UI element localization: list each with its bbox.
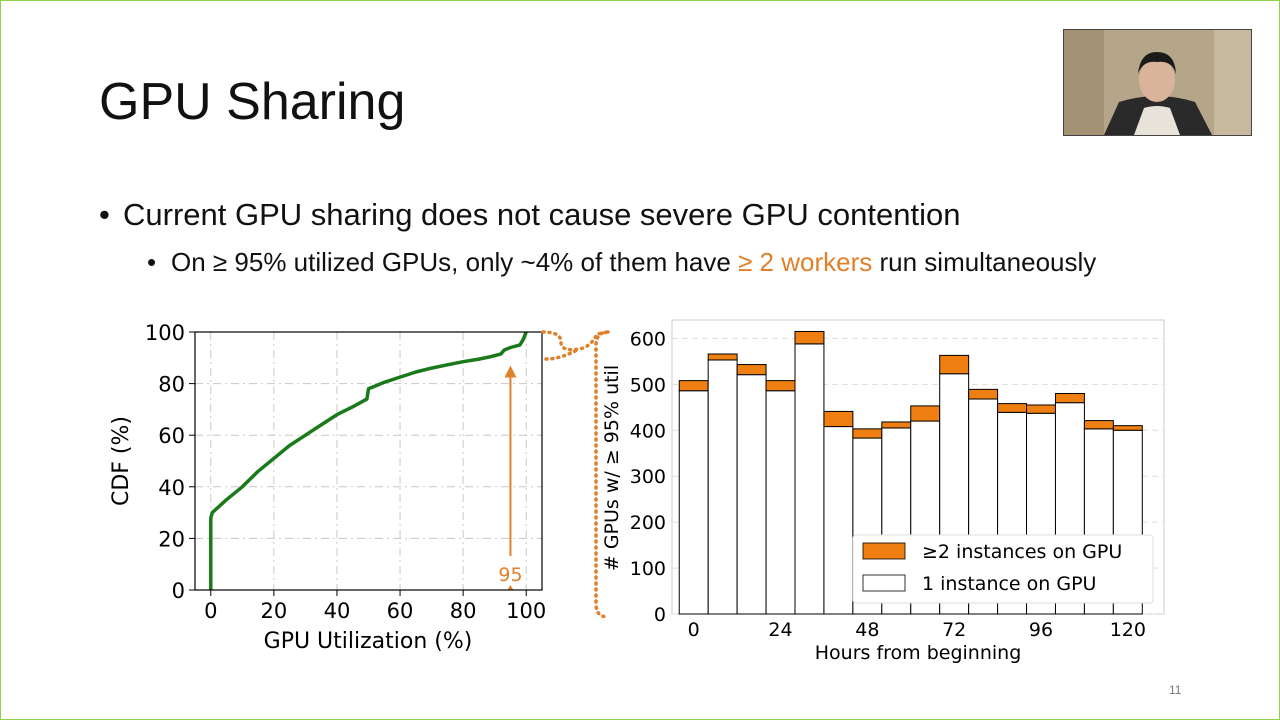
cdf-y-axis-label: CDF (%) [109,416,134,506]
bar-x-tick-label: 0 [688,619,700,641]
bar-y-ticks: 0 100 200 300 400 500 600 [630,328,666,626]
legend-label-single: 1 instance on GPU [922,573,1096,595]
bar-multi-instance [968,388,999,400]
dotted-bracket-connector [541,330,610,619]
bar-y-tick-label: 300 [630,466,666,488]
annotation-arrowhead-icon [504,365,517,378]
slide-number: 11 [1169,683,1182,697]
bar-y-tick-label: 0 [654,604,666,626]
bullet-2-text-end: run simultaneously [872,247,1097,277]
bar-x-ticks: 0 24 48 72 96 120 [688,619,1146,641]
bar-x-tick-label: 72 [942,619,966,641]
bar-multi-instance [997,403,1028,413]
bullet-marker: • [147,247,157,277]
cdf-y-tick-label: 80 [158,373,185,397]
bar-multi-instance [707,353,738,361]
bar-y-axis-label: # GPUs w/ ≥ 95% util [601,365,623,571]
cdf-y-tick-label: 0 [172,579,185,603]
cdf-y-tick-label: 20 [158,527,185,551]
bullet-2-highlight: ≥ 2 workers [738,247,873,277]
cdf-annotation: 95 [498,365,523,590]
cdf-y-tick-label: 100 [145,321,185,345]
bar-y-tick-label: 100 [630,558,666,580]
cdf-plot-frame [194,331,543,591]
bar-y-tick-label: 200 [630,512,666,534]
bar-x-tick-label: 120 [1110,619,1146,641]
person-silhouette-icon [1064,30,1251,135]
stacked-bar-chart: 0 24 48 72 96 120 0 100 200 300 400 500 600 Hours f… [601,319,1165,664]
bar-single-instance [823,426,854,615]
bar-y-tick-label: 500 [630,374,666,396]
bar-multi-instance [1083,420,1114,430]
cdf-y-ticks: 0 20 40 60 80 100 [145,321,195,603]
cdf-x-tick-label: 80 [450,599,477,623]
bar-multi-instance [910,405,941,422]
bar-multi-instance [881,421,912,429]
bar-multi-instance [736,364,767,376]
cdf-x-axis-label: GPU Utilization (%) [264,629,473,654]
bar-multi-instance [852,428,883,439]
slide-title: GPU Sharing [99,73,406,131]
bar-multi-instance [678,380,709,392]
bullet-2: • On ≥ 95% utilized GPUs, only ~4% of the… [147,247,1096,278]
bar-y-tick-label: 400 [630,420,666,442]
cdf-x-tick-label: 0 [204,599,217,623]
legend-box [852,534,1154,604]
bar-x-tick-label: 96 [1029,619,1053,641]
webcam-video [1063,29,1252,136]
bullet-2-text: On ≥ 95% utilized GPUs, only ~4% of them… [171,247,739,277]
bar-single-instance [678,390,709,615]
cdf-x-tick-label: 40 [324,599,351,623]
bar-single-instance [765,390,796,615]
annotation-label: 95 [498,564,522,586]
bar-single-instance [707,359,738,615]
bar-x-axis-label: Hours from beginning [815,642,1022,664]
cdf-series-line [209,331,528,590]
bar-single-instance [736,374,767,615]
bar-multi-instance [939,354,970,375]
legend-swatch-single [862,574,906,592]
cdf-grid [195,331,542,591]
cdf-chart: 95 0 20 40 60 80 100 0 20 40 60 80 100 GPU Utiliza… [109,321,546,654]
bar-x-tick-label: 24 [768,619,792,641]
legend-swatch-multi [862,542,906,560]
bar-multi-instance [1112,425,1143,431]
bar-multi-instance [794,330,825,345]
cdf-y-tick-label: 40 [158,476,185,500]
cdf-x-tick-label: 20 [260,599,287,623]
cdf-y-tick-label: 60 [158,424,185,448]
bullet-1: • Current GPU sharing does not cause seve… [99,197,960,233]
cdf-x-ticks: 0 20 40 60 80 100 [204,590,546,623]
bar-multi-instance [823,410,854,428]
annotation-arrowtail-icon [507,585,514,590]
bar-x-tick-label: 48 [855,619,879,641]
legend-label-multi: ≥2 instances on GPU [922,541,1122,563]
bar-multi-instance [765,380,796,392]
cdf-x-tick-label: 100 [506,599,546,623]
bullet-1-text: Current GPU sharing does not cause sever… [123,197,961,232]
bullet-marker: • [99,197,110,232]
bar-multi-instance [1026,404,1056,414]
bar-legend: ≥2 instances on GPU 1 instance on GPU [852,534,1154,604]
bar-single-instance [794,343,825,615]
bar-y-tick-label: 600 [630,328,666,350]
cdf-x-tick-label: 60 [387,599,414,623]
bar-multi-instance [1054,393,1085,404]
